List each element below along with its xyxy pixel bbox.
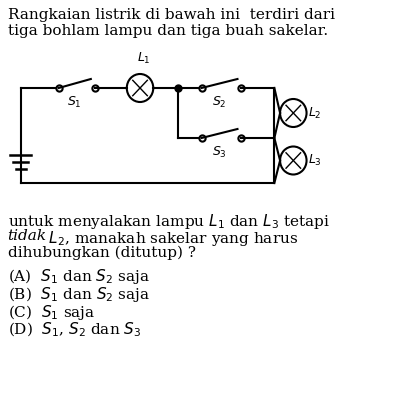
- Text: (B)  $S_1$ dan $S_2$ saja: (B) $S_1$ dan $S_2$ saja: [8, 285, 149, 304]
- Text: tidak: tidak: [8, 229, 47, 243]
- Text: $S_1$: $S_1$: [67, 95, 82, 110]
- Text: (A)  $S_1$ dan $S_2$ saja: (A) $S_1$ dan $S_2$ saja: [8, 267, 149, 286]
- Text: $L_2$: $L_2$: [308, 105, 321, 120]
- Text: tiga bohlam lampu dan tiga buah sakelar.: tiga bohlam lampu dan tiga buah sakelar.: [8, 24, 327, 38]
- Text: dihubungkan (ditutup) ?: dihubungkan (ditutup) ?: [8, 246, 195, 260]
- Text: $L_2$, manakah sakelar yang harus: $L_2$, manakah sakelar yang harus: [43, 229, 297, 248]
- Text: untuk menyalakan lampu $L_1$ dan $L_3$ tetapi: untuk menyalakan lampu $L_1$ dan $L_3$ t…: [8, 212, 329, 231]
- Text: $L_1$: $L_1$: [137, 51, 150, 66]
- Text: $S_3$: $S_3$: [212, 145, 226, 160]
- Text: $S_2$: $S_2$: [212, 95, 226, 110]
- Text: $L_3$: $L_3$: [308, 153, 322, 168]
- Text: (C)  $S_1$ saja: (C) $S_1$ saja: [8, 303, 95, 322]
- Text: (D)  $S_1$, $S_2$ dan $S_3$: (D) $S_1$, $S_2$ dan $S_3$: [8, 321, 140, 339]
- Text: Rangkaian listrik di bawah ini  terdiri dari: Rangkaian listrik di bawah ini terdiri d…: [8, 8, 334, 22]
